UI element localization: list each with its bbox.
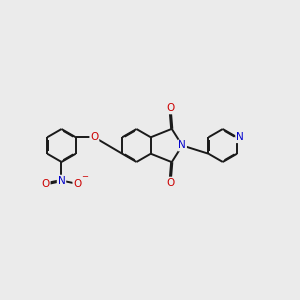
Text: O: O xyxy=(41,178,50,189)
Text: N: N xyxy=(58,176,65,186)
Text: O: O xyxy=(73,178,82,189)
Text: N: N xyxy=(178,140,186,151)
Text: O: O xyxy=(166,178,174,188)
Text: N: N xyxy=(236,132,244,142)
Text: −: − xyxy=(81,172,88,182)
Text: O: O xyxy=(166,103,174,113)
Text: O: O xyxy=(90,132,98,142)
